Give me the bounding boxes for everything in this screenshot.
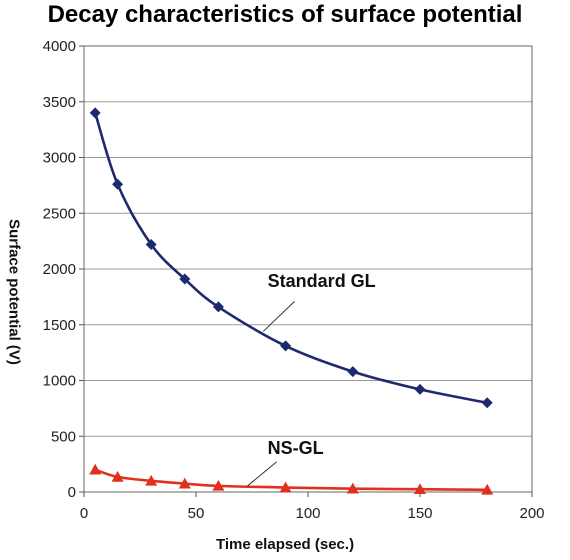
data-point-standard-gl xyxy=(280,340,292,352)
data-point-ns-gl xyxy=(414,483,426,495)
y-tick-label: 1000 xyxy=(43,373,76,390)
data-point-standard-gl xyxy=(179,273,191,285)
data-point-ns-gl xyxy=(212,479,225,491)
y-tick-label: 1500 xyxy=(43,317,76,334)
data-point-standard-gl xyxy=(212,301,224,313)
annotation-label-ns-gl: NS-GL xyxy=(268,438,324,458)
y-tick-label: 0 xyxy=(68,484,76,501)
x-tick-label: 0 xyxy=(80,505,88,522)
annotation-leader-standard-gl xyxy=(262,300,295,332)
series-line-standard-gl xyxy=(93,112,488,405)
x-tick-label: 50 xyxy=(188,505,205,522)
data-point-ns-gl xyxy=(145,474,158,486)
x-tick-label: 200 xyxy=(519,505,544,522)
data-point-standard-gl xyxy=(112,178,124,190)
data-point-standard-gl xyxy=(414,383,426,395)
data-point-ns-gl xyxy=(481,483,494,495)
y-tick-label: 2500 xyxy=(43,205,76,222)
y-tick-label: 3500 xyxy=(43,94,76,111)
data-point-standard-gl xyxy=(347,366,359,378)
x-axis-label: Time elapsed (sec.) xyxy=(215,536,355,553)
annotation-label-standard-gl: Standard GL xyxy=(268,271,376,291)
data-point-standard-gl xyxy=(145,238,157,250)
data-point-ns-gl xyxy=(346,482,359,494)
data-point-standard-gl xyxy=(89,107,101,119)
y-tick-label: 2000 xyxy=(43,261,76,278)
x-tick-label: 100 xyxy=(295,505,320,522)
x-tick-label: 150 xyxy=(407,505,432,522)
data-point-ns-gl xyxy=(111,470,124,482)
data-point-standard-gl xyxy=(481,397,493,409)
data-point-ns-gl xyxy=(178,477,191,489)
data-point-ns-gl xyxy=(279,481,292,493)
series-line-ns-gl xyxy=(94,468,488,492)
annotation-leader-ns-gl xyxy=(247,461,277,487)
y-tick-label: 4000 xyxy=(43,38,76,55)
plot-frame xyxy=(83,45,533,493)
chart-title: Decay characteristics of surface potenti… xyxy=(47,1,523,28)
y-tick-label: 500 xyxy=(51,428,76,445)
y-tick-label: 3000 xyxy=(43,150,76,167)
data-point-ns-gl xyxy=(89,463,102,475)
